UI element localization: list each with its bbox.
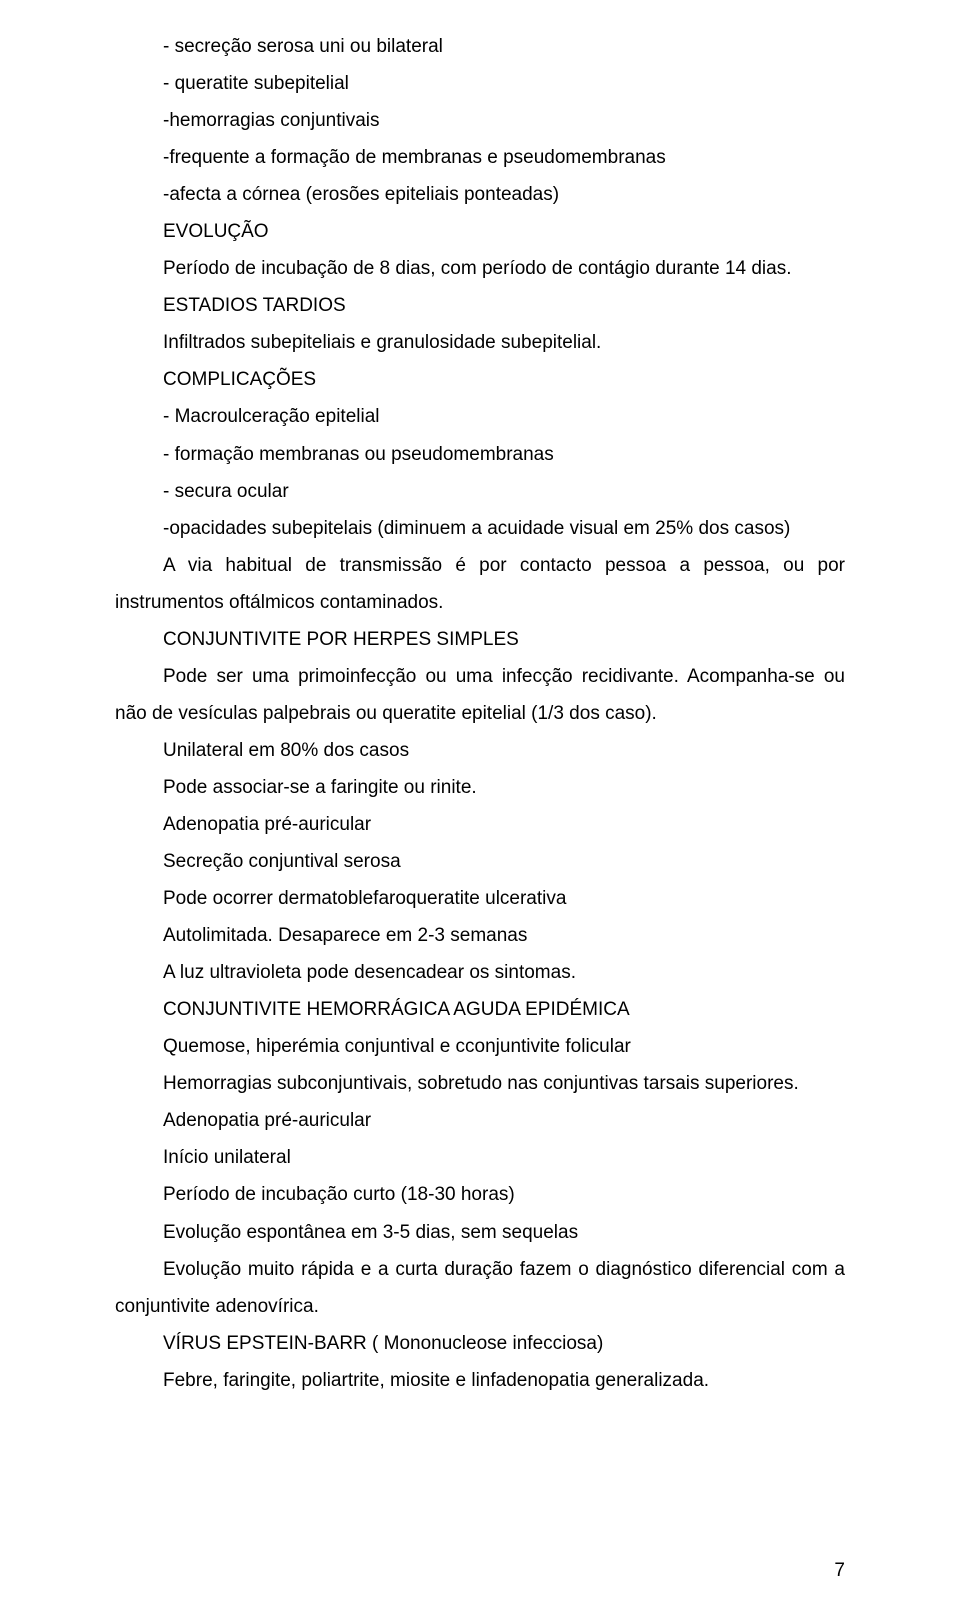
text-line: Início unilateral xyxy=(115,1139,845,1176)
text-line: -opacidades subepitelais (diminuem a acu… xyxy=(115,510,845,547)
page-number: 7 xyxy=(834,1560,845,1582)
text-line: Pode ocorrer dermatoblefaroqueratite ulc… xyxy=(115,880,845,917)
text-line: Evolução espontânea em 3-5 dias, sem seq… xyxy=(115,1214,845,1251)
text-line: VÍRUS EPSTEIN-BARR ( Mononucleose infecc… xyxy=(115,1325,845,1362)
text-line: Unilateral em 80% dos casos xyxy=(115,732,845,769)
text-line: - secreção serosa uni ou bilateral xyxy=(115,28,845,65)
text-line: COMPLICAÇÕES xyxy=(115,361,845,398)
text-line: CONJUNTIVITE POR HERPES SIMPLES xyxy=(115,621,845,658)
text-line: Adenopatia pré-auricular xyxy=(115,1102,845,1139)
text-line: EVOLUÇÃO xyxy=(115,213,845,250)
text-line: Período de incubação curto (18-30 horas) xyxy=(115,1176,845,1213)
text-line: Evolução muito rápida e a curta duração … xyxy=(115,1251,845,1325)
text-line: CONJUNTIVITE HEMORRÁGICA AGUDA EPIDÉMICA xyxy=(115,991,845,1028)
text-line: Adenopatia pré-auricular xyxy=(115,806,845,843)
text-line: Febre, faringite, poliartrite, miosite e… xyxy=(115,1362,845,1399)
text-line: Autolimitada. Desaparece em 2-3 semanas xyxy=(115,917,845,954)
text-line: Pode ser uma primoinfecção ou uma infecç… xyxy=(115,658,845,732)
text-line: Pode associar-se a faringite ou rinite. xyxy=(115,769,845,806)
text-line: - queratite subepitelial xyxy=(115,65,845,102)
text-line: A via habitual de transmissão é por cont… xyxy=(115,547,845,621)
text-line: -hemorragias conjuntivais xyxy=(115,102,845,139)
text-line: -frequente a formação de membranas e pse… xyxy=(115,139,845,176)
text-line: - secura ocular xyxy=(115,473,845,510)
text-line: Secreção conjuntival serosa xyxy=(115,843,845,880)
text-line: - formação membranas ou pseudomembranas xyxy=(115,436,845,473)
document-body: - secreção serosa uni ou bilateral- quer… xyxy=(115,28,845,1399)
text-line: - Macroulceração epitelial xyxy=(115,398,845,435)
text-line: Infiltrados subepiteliais e granulosidad… xyxy=(115,324,845,361)
text-line: ESTADIOS TARDIOS xyxy=(115,287,845,324)
text-line: Hemorragias subconjuntivais, sobretudo n… xyxy=(115,1065,845,1102)
text-line: Período de incubação de 8 dias, com perí… xyxy=(115,250,845,287)
text-line: -afecta a córnea (erosões epiteliais pon… xyxy=(115,176,845,213)
text-line: Quemose, hiperémia conjuntival e cconjun… xyxy=(115,1028,845,1065)
text-line: A luz ultravioleta pode desencadear os s… xyxy=(115,954,845,991)
